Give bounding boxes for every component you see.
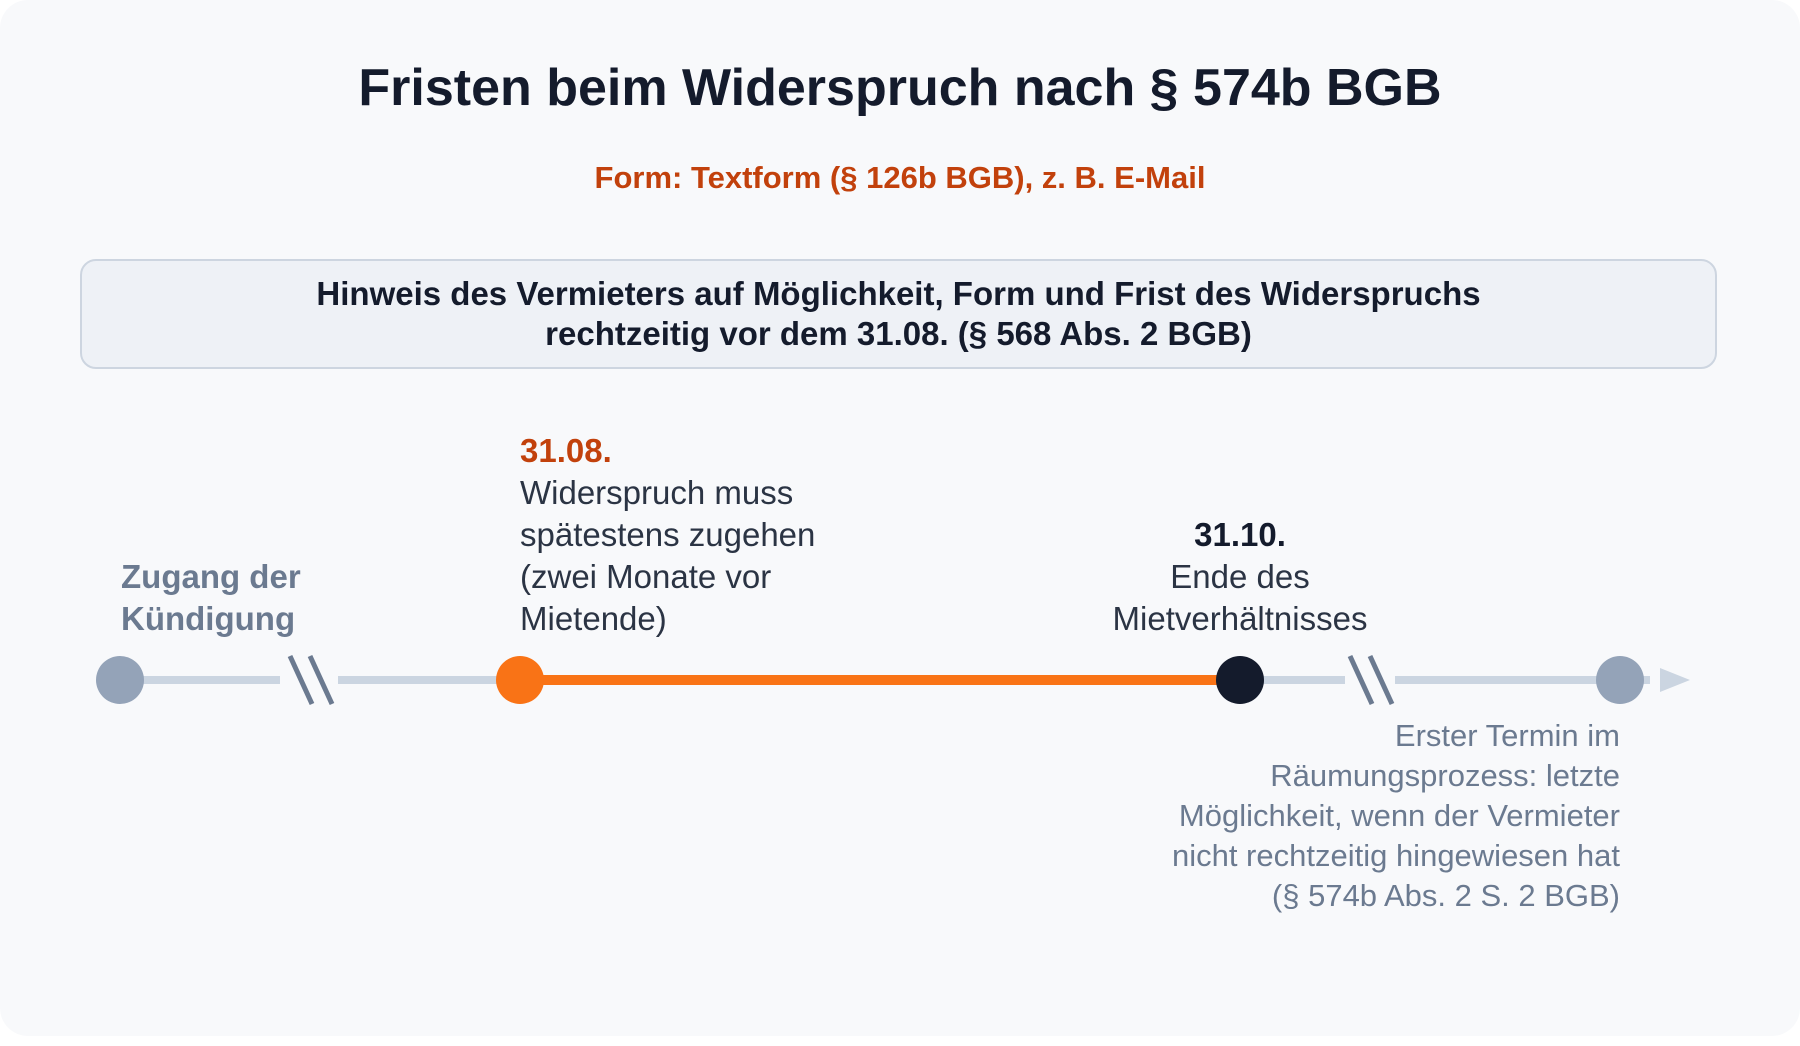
end-desc-line-2: Mietverhältnisses: [1112, 600, 1368, 637]
end-label: 31.10. Ende des Mietverhältnisses: [1040, 514, 1440, 640]
hint-line-2: rechtzeitig vor dem 31.08. (§ 568 Abs. 2…: [545, 315, 1252, 352]
court-label: Erster Termin im Räumungsprozess: letzte…: [1171, 718, 1620, 913]
deadline-desc-line-3: (zwei Monate vor: [520, 558, 772, 595]
start-label-line-1: Zugang der: [121, 558, 301, 595]
diagram-title: Fristen beim Widerspruch nach § 574b BGB: [358, 59, 1442, 117]
end-date: 31.10.: [1194, 516, 1286, 553]
deadline-desc-line-2: spätestens zugehen: [520, 516, 816, 553]
deadline-date: 31.08.: [520, 432, 612, 469]
node-deadline: [496, 656, 544, 704]
deadline-label: 31.08. Widerspruch muss spätestens zugeh…: [520, 430, 815, 640]
end-desc-line-1: Ende des: [1170, 558, 1310, 595]
diagram-subtitle: Form: Textform (§ 126b BGB), z. B. E-Mai…: [594, 160, 1206, 195]
node-end: [1216, 656, 1264, 704]
break-mark-right: [1347, 654, 1395, 706]
deadline-desc-line-4: Mietende): [520, 600, 667, 637]
deadline-desc-line-1: Widerspruch muss: [520, 474, 794, 511]
hint-line-1: Hinweis des Vermieters auf Möglichkeit, …: [316, 275, 1481, 312]
node-start: [96, 656, 144, 704]
landlord-hint-box: Hinweis des Vermieters auf Möglichkeit, …: [80, 259, 1717, 369]
node-court: [1596, 656, 1644, 704]
timeline-arrowhead: [1660, 668, 1690, 692]
break-mark-left: [287, 654, 335, 706]
start-label: Zugang der Kündigung: [121, 556, 301, 640]
start-label-line-2: Kündigung: [121, 600, 296, 637]
